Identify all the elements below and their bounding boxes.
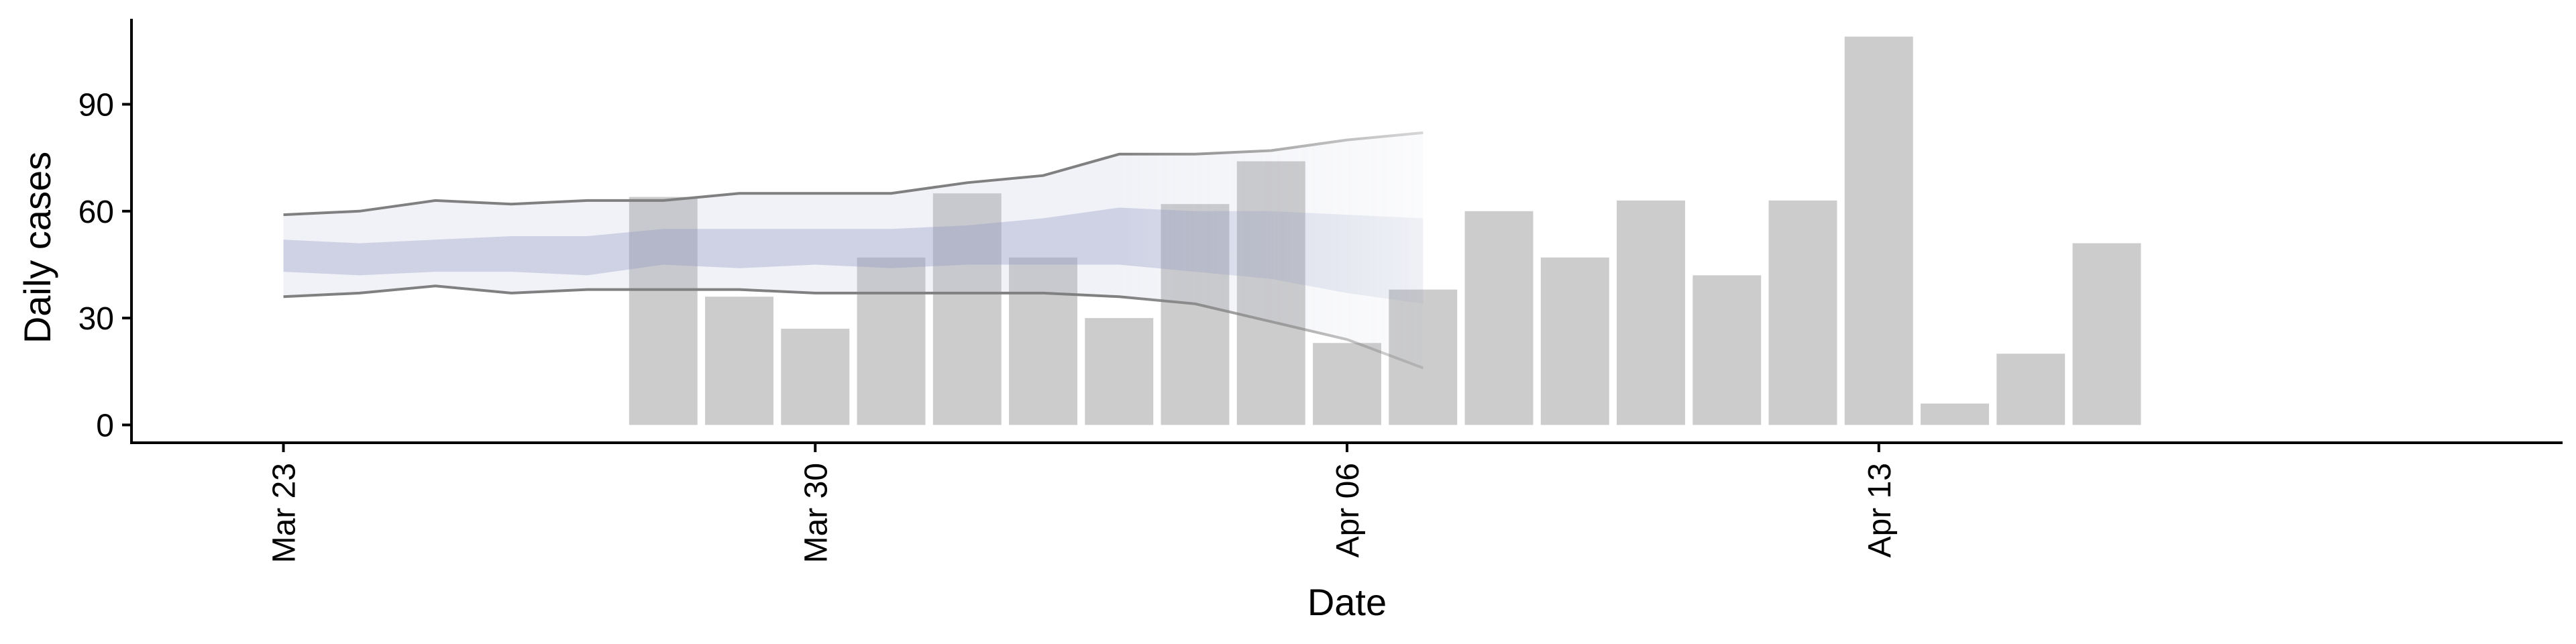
x-tick-label: Apr 06 [1330, 463, 1366, 557]
bar [857, 257, 926, 425]
y-tick-label: 90 [78, 87, 114, 123]
bars-layer [629, 36, 2141, 425]
bar [1540, 257, 1609, 425]
bar [1996, 354, 2065, 425]
forecast-lower-line [283, 284, 1424, 370]
bar [1236, 161, 1305, 425]
bar [781, 329, 850, 425]
bar [2072, 243, 2141, 425]
bar [1085, 318, 1154, 425]
x-ticks: Mar 23 Mar 30 Apr 06 Apr 13 [267, 443, 1898, 563]
forecast-upper-line [283, 131, 1424, 217]
bar [1389, 289, 1458, 425]
bar [1844, 36, 1913, 425]
bar [1921, 403, 1989, 425]
bar [932, 193, 1002, 425]
y-tick-label: 60 [78, 195, 114, 230]
bar [629, 197, 698, 425]
y-ticks: 0 30 60 90 [78, 87, 131, 443]
bar [1693, 275, 1762, 425]
bar [1617, 200, 1685, 425]
x-axis-title: Date [1307, 581, 1387, 623]
bar [1161, 204, 1230, 425]
bar [1768, 200, 1837, 425]
forecast-outer-band [283, 132, 1424, 368]
x-tick-label: Apr 13 [1862, 463, 1898, 557]
forecast-layer [283, 131, 1424, 370]
forecast-inner-band [283, 207, 1424, 304]
x-tick-label: Mar 23 [267, 463, 303, 563]
y-tick-label: 0 [96, 408, 114, 443]
bar [1313, 343, 1381, 425]
bar [705, 297, 773, 425]
y-tick-label: 30 [78, 301, 114, 337]
bar [1009, 257, 1077, 425]
x-tick-label: Mar 30 [798, 463, 834, 563]
y-axis-title: Daily cases [16, 152, 58, 343]
bar [1464, 211, 1534, 425]
